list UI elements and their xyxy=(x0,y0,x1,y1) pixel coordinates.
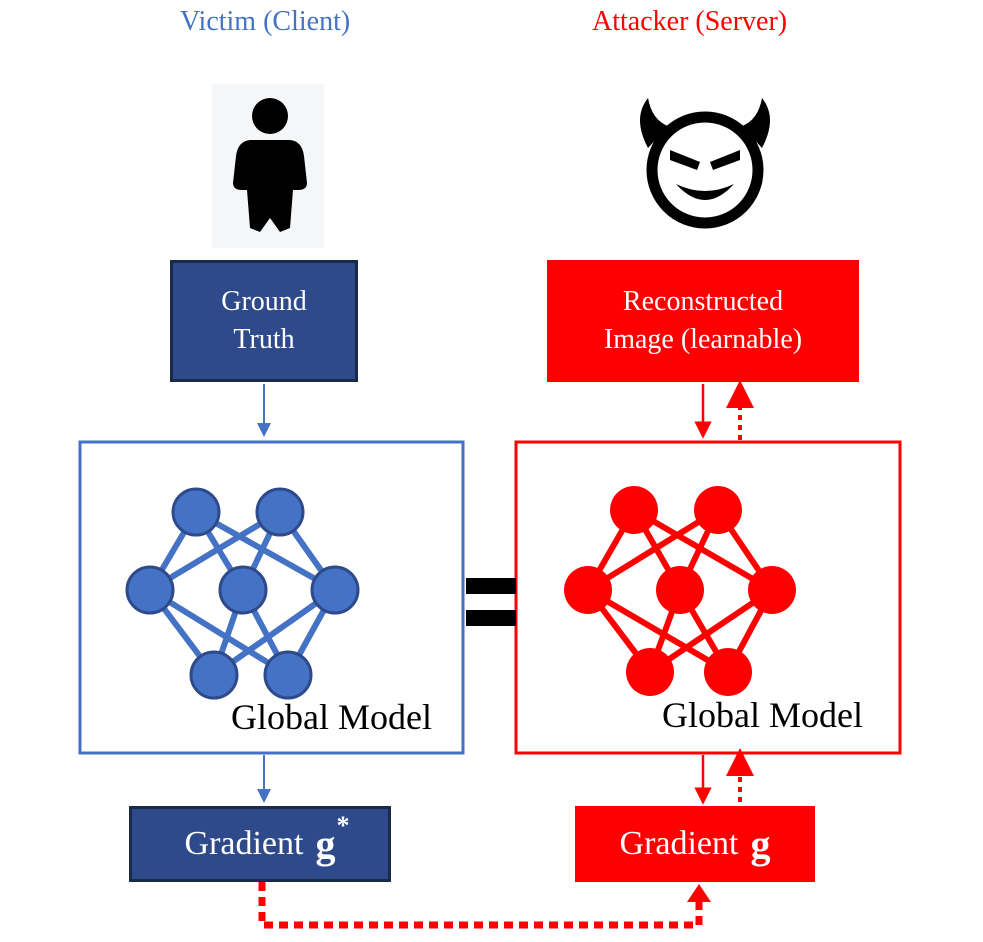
victim-network-nodes xyxy=(125,487,360,700)
reconstructed-image-box: Reconstructed Image (learnable) xyxy=(547,260,859,382)
reconstructed-line1: Reconstructed xyxy=(622,286,784,317)
reconstructed-line2: Image (learnable) xyxy=(603,324,803,355)
victim-gradient-text: Gradient xyxy=(184,825,304,862)
attacker-model-label: Global Model xyxy=(662,695,863,735)
attacker-title: Attacker (Server) xyxy=(592,6,788,37)
victim-gradient-star: * xyxy=(336,810,350,840)
ground-truth-line1: Ground xyxy=(221,286,307,317)
person-icon xyxy=(212,84,324,248)
attacker-gradient-box: Gradient g xyxy=(575,806,815,882)
victim-gradient-symbol: g * xyxy=(315,811,349,868)
gradient-match-connector xyxy=(258,882,703,929)
victim-model-label: Global Model xyxy=(231,697,432,737)
equals-sign xyxy=(466,578,516,626)
victim-gradient-g: g xyxy=(315,821,336,867)
victim-gradient-box: Gradient g * xyxy=(129,806,391,882)
ground-truth-box: Ground Truth xyxy=(170,260,358,382)
ground-truth-line2: Truth xyxy=(233,324,295,355)
attacker-gradient-text: Gradient xyxy=(619,825,739,862)
devil-face-icon xyxy=(640,98,770,229)
victim-title: Victim (Client) xyxy=(180,6,351,37)
gradient-match-arrowhead xyxy=(687,884,711,902)
attacker-gradient-symbol: g xyxy=(750,821,771,867)
attacker-network-nodes xyxy=(564,486,796,696)
